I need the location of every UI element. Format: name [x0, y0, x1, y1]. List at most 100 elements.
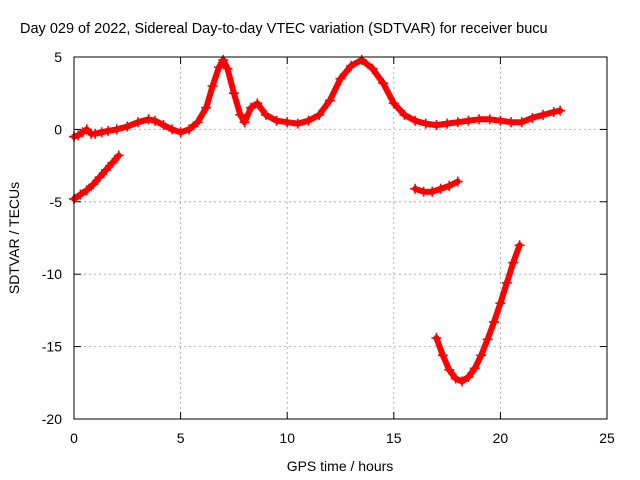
series-main-arc [69, 54, 566, 142]
data-point [346, 60, 357, 71]
data-point [303, 115, 314, 126]
data-point [450, 373, 461, 384]
data-point [213, 62, 224, 73]
x-tick-label: 0 [70, 430, 78, 446]
data-point [158, 120, 169, 131]
data-point [418, 186, 429, 197]
data-point [452, 176, 463, 187]
data-point [314, 109, 325, 120]
data-point [463, 115, 474, 126]
data-point [235, 109, 246, 120]
data-point [555, 105, 566, 116]
data-point [508, 257, 519, 268]
data-point [252, 98, 263, 109]
data-point [260, 109, 271, 120]
data-point [431, 332, 442, 343]
y-tick-label: -15 [42, 339, 62, 355]
data-point [378, 78, 389, 89]
data-point [75, 189, 86, 200]
data-point [457, 376, 468, 387]
data-point [335, 73, 346, 84]
data-point [324, 95, 335, 106]
data-point [452, 117, 463, 128]
data-point [192, 117, 203, 128]
data-point [113, 150, 124, 161]
data-point [245, 102, 256, 113]
data-point [484, 114, 495, 125]
data-point [516, 117, 527, 128]
axis-ticks: 0 5 10 15 20 25 5 0 -5 -10 -15 -20 [42, 49, 615, 446]
data-point [482, 334, 493, 345]
data-point [437, 350, 448, 361]
data-point [489, 316, 500, 327]
data-point [538, 109, 549, 120]
data-point [427, 186, 438, 197]
data-point [132, 117, 143, 128]
data-point [469, 363, 480, 374]
data-point [474, 114, 485, 125]
data-point [239, 117, 250, 128]
x-axis-label: GPS time / hours [287, 458, 394, 474]
data-point [410, 115, 421, 126]
y-tick-label: 5 [54, 49, 62, 65]
data-point [228, 88, 239, 99]
data-point [100, 164, 111, 175]
x-tick-label: 20 [493, 430, 509, 446]
data-point [94, 172, 105, 183]
x-tick-label: 10 [279, 430, 295, 446]
data-marks [69, 54, 566, 387]
data-point [175, 127, 186, 138]
grid-lines [74, 57, 607, 419]
y-axis-label: SDTVAR / TECUs [6, 182, 22, 294]
data-point [442, 118, 453, 129]
data-point [420, 118, 431, 129]
series-arc-4 [431, 240, 525, 387]
data-point [495, 298, 506, 309]
y-tick-label: -10 [42, 266, 62, 282]
data-point [107, 157, 118, 168]
data-point [435, 183, 446, 194]
data-point [184, 124, 195, 135]
data-point [122, 121, 133, 132]
data-point [143, 114, 154, 125]
data-point [514, 240, 525, 251]
data-point [111, 124, 122, 135]
data-point [463, 372, 474, 383]
data-point [282, 117, 293, 128]
data-point [207, 80, 218, 91]
data-point [506, 117, 517, 128]
series-line [433, 242, 523, 385]
data-point [548, 107, 559, 118]
data-point [167, 124, 178, 135]
data-point [431, 120, 442, 131]
data-point [103, 125, 114, 136]
chart-title: Day 029 of 2022, Sidereal Day-to-day VTE… [20, 21, 548, 37]
data-point [222, 63, 233, 74]
data-point [367, 63, 378, 74]
data-point [81, 185, 92, 196]
data-point [96, 127, 107, 138]
data-point [81, 124, 92, 135]
data-point [495, 115, 506, 126]
data-point [292, 118, 303, 129]
data-point [399, 109, 410, 120]
y-tick-label: -20 [42, 411, 62, 427]
x-tick-label: 5 [177, 430, 185, 446]
data-point [444, 364, 455, 375]
y-tick-label: -5 [50, 194, 63, 210]
data-point [150, 115, 161, 126]
data-point [410, 183, 421, 194]
plot-frame [73, 56, 608, 420]
data-point [444, 180, 455, 191]
data-point [201, 102, 212, 113]
series-arc-2 [69, 150, 124, 204]
data-point [271, 115, 282, 126]
series-line [71, 56, 564, 140]
data-point [90, 128, 101, 139]
x-tick-label: 25 [599, 430, 615, 446]
data-point [476, 350, 487, 361]
series-arc-3 [410, 176, 463, 197]
x-tick-label: 15 [386, 430, 402, 446]
data-point [501, 277, 512, 288]
